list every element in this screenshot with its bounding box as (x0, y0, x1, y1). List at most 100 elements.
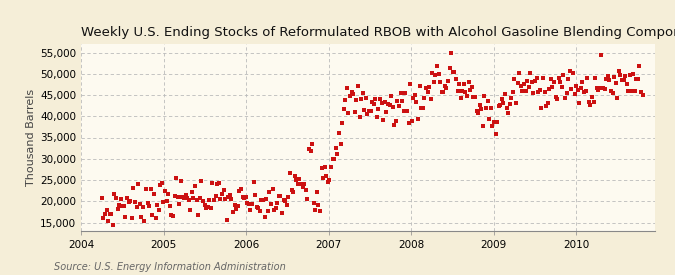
Point (166, 213, 177, 217)
Point (405, 82, 416, 86)
Point (225, 193, 236, 197)
Point (220, 197, 231, 201)
Point (324, 178, 335, 182)
Point (424, 85, 435, 90)
Point (637, 93, 648, 98)
Point (506, 95, 517, 100)
Point (270, 206, 281, 210)
Point (551, 97, 562, 101)
Point (354, 115, 365, 120)
Point (302, 196, 313, 201)
Point (542, 101, 553, 105)
Point (198, 198, 209, 203)
Point (468, 95, 479, 99)
Point (230, 203, 240, 207)
Point (398, 108, 409, 113)
Point (629, 89, 640, 94)
Point (310, 208, 321, 212)
Point (523, 84, 534, 89)
Point (306, 142, 317, 146)
Point (441, 86, 452, 90)
Y-axis label: Thousand Barrels: Thousand Barrels (26, 89, 36, 186)
Point (463, 79, 474, 84)
Point (599, 87, 610, 92)
Point (188, 196, 199, 200)
Point (375, 97, 385, 101)
Point (396, 91, 406, 95)
Point (294, 176, 305, 181)
Point (436, 90, 447, 94)
Point (431, 64, 442, 68)
Point (444, 66, 455, 70)
Point (350, 110, 360, 114)
Point (535, 88, 545, 93)
Point (109, 192, 120, 196)
Point (558, 72, 569, 77)
Point (425, 97, 436, 101)
Point (236, 187, 246, 191)
Text: Weekly U.S. Ending Stocks of Reformulated RBOB with Alcohol Gasoline Blending Co: Weekly U.S. Ending Stocks of Reformulate… (81, 26, 675, 39)
Point (256, 198, 267, 202)
Point (246, 202, 257, 206)
Point (456, 95, 466, 100)
Point (264, 190, 275, 194)
Point (530, 79, 541, 83)
Point (367, 100, 377, 104)
Point (593, 88, 603, 92)
Point (427, 71, 437, 75)
Point (549, 80, 560, 84)
Point (126, 215, 137, 220)
Point (489, 119, 500, 124)
Point (500, 92, 510, 97)
Point (493, 103, 504, 108)
Text: Source: U.S. Energy Information Administration: Source: U.S. Energy Information Administ… (54, 262, 286, 272)
Point (240, 195, 251, 199)
Point (525, 71, 536, 76)
Point (167, 214, 178, 218)
Point (273, 193, 284, 198)
Point (313, 203, 324, 207)
Point (400, 91, 411, 96)
Point (601, 77, 612, 82)
Point (330, 145, 341, 150)
Point (597, 86, 608, 90)
Point (172, 194, 183, 199)
Point (258, 197, 269, 202)
Point (439, 84, 450, 88)
Point (283, 195, 294, 200)
Point (465, 88, 476, 92)
Point (217, 192, 227, 196)
Point (359, 108, 370, 112)
Point (107, 222, 118, 227)
Point (131, 205, 142, 209)
Point (585, 103, 596, 107)
Point (275, 194, 286, 198)
Point (333, 131, 344, 135)
Point (316, 166, 327, 170)
Point (583, 100, 594, 104)
Point (190, 184, 200, 188)
Point (352, 84, 363, 88)
Point (153, 208, 164, 213)
Point (566, 86, 577, 91)
Point (191, 198, 202, 203)
Point (379, 99, 390, 104)
Point (124, 200, 134, 204)
Point (451, 77, 462, 81)
Point (165, 204, 176, 208)
Point (291, 177, 302, 182)
Point (496, 97, 507, 101)
Point (618, 78, 629, 82)
Point (626, 89, 637, 94)
Point (122, 196, 132, 200)
Point (454, 82, 464, 87)
Point (103, 219, 113, 224)
Point (148, 192, 159, 196)
Point (537, 76, 548, 80)
Point (554, 76, 564, 80)
Point (285, 170, 296, 175)
Point (244, 202, 254, 206)
Point (161, 199, 172, 203)
Point (574, 101, 585, 106)
Point (498, 101, 509, 105)
